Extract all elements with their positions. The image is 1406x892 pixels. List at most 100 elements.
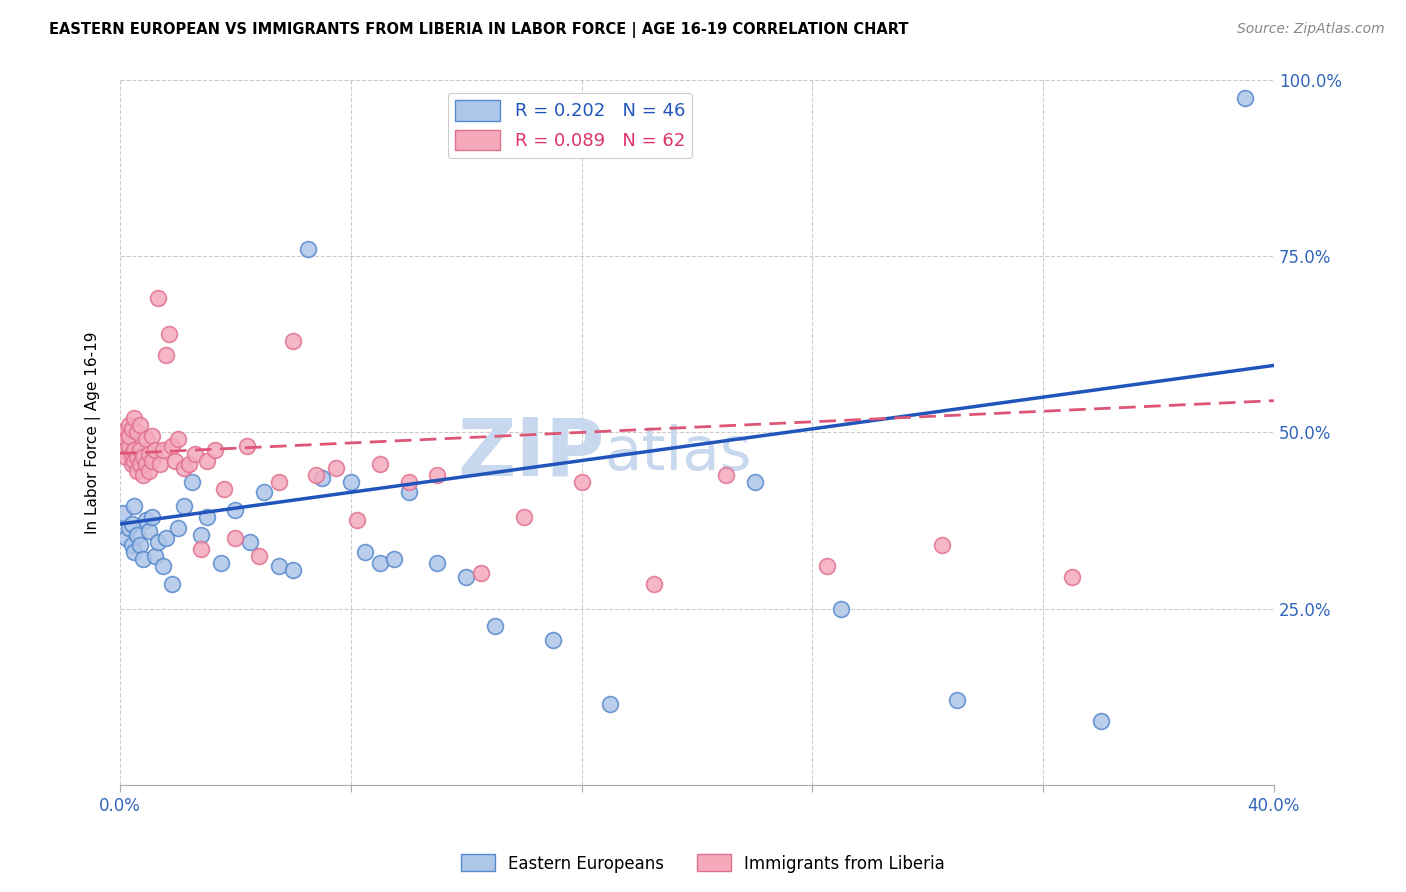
- Point: [118, 440, 141, 454]
- Point: [297, 242, 319, 256]
- Point: [135, 433, 157, 447]
- Point: [311, 471, 333, 485]
- Point: [152, 559, 174, 574]
- Point: [141, 453, 163, 467]
- Point: [163, 453, 186, 467]
- Point: [124, 442, 146, 457]
- Point: [184, 446, 207, 460]
- Point: [111, 442, 134, 457]
- Point: [179, 457, 201, 471]
- Point: [127, 450, 149, 464]
- Point: [132, 467, 155, 482]
- Point: [118, 520, 141, 534]
- Point: [141, 510, 163, 524]
- Point: [160, 440, 183, 454]
- Point: [204, 442, 226, 457]
- Point: [714, 467, 737, 482]
- Point: [114, 531, 136, 545]
- Point: [456, 570, 478, 584]
- Point: [129, 538, 152, 552]
- Legend: R = 0.202   N = 46, R = 0.089   N = 62: R = 0.202 N = 46, R = 0.089 N = 62: [449, 93, 692, 158]
- Point: [143, 549, 166, 563]
- Point: [1234, 90, 1257, 104]
- Point: [141, 429, 163, 443]
- Legend: Eastern Europeans, Immigrants from Liberia: Eastern Europeans, Immigrants from Liber…: [454, 847, 952, 880]
- Point: [426, 556, 449, 570]
- Point: [124, 500, 146, 514]
- Point: [127, 527, 149, 541]
- Point: [127, 464, 149, 478]
- Point: [195, 510, 218, 524]
- Point: [281, 334, 304, 348]
- Point: [138, 446, 160, 460]
- Point: [470, 566, 492, 581]
- Point: [155, 348, 177, 362]
- Point: [368, 457, 391, 471]
- Point: [135, 513, 157, 527]
- Text: Source: ZipAtlas.com: Source: ZipAtlas.com: [1237, 22, 1385, 37]
- Point: [599, 697, 621, 711]
- Point: [146, 292, 169, 306]
- Y-axis label: In Labor Force | Age 16-19: In Labor Force | Age 16-19: [86, 331, 101, 533]
- Point: [124, 453, 146, 467]
- Point: [149, 457, 172, 471]
- Point: [173, 460, 195, 475]
- Point: [212, 482, 235, 496]
- Point: [253, 485, 276, 500]
- Point: [121, 422, 143, 436]
- Point: [643, 577, 665, 591]
- Point: [173, 500, 195, 514]
- Point: [118, 418, 141, 433]
- Point: [571, 475, 593, 489]
- Point: [124, 545, 146, 559]
- Point: [195, 453, 218, 467]
- Point: [426, 467, 449, 482]
- Point: [143, 442, 166, 457]
- Point: [224, 503, 246, 517]
- Point: [398, 475, 420, 489]
- Point: [931, 538, 953, 552]
- Point: [138, 524, 160, 538]
- Point: [382, 552, 405, 566]
- Point: [541, 633, 564, 648]
- Point: [146, 534, 169, 549]
- Point: [166, 433, 188, 447]
- Point: [190, 541, 212, 556]
- Text: ZIP: ZIP: [457, 415, 605, 492]
- Point: [354, 545, 377, 559]
- Point: [118, 429, 141, 443]
- Point: [114, 433, 136, 447]
- Point: [1090, 714, 1112, 729]
- Text: atlas: atlas: [605, 424, 752, 483]
- Point: [236, 440, 259, 454]
- Point: [325, 460, 347, 475]
- Point: [166, 520, 188, 534]
- Point: [129, 457, 152, 471]
- Point: [132, 552, 155, 566]
- Point: [124, 411, 146, 425]
- Point: [155, 531, 177, 545]
- Point: [135, 457, 157, 471]
- Point: [340, 475, 363, 489]
- Point: [945, 693, 967, 707]
- Point: [281, 563, 304, 577]
- Point: [305, 467, 328, 482]
- Point: [247, 549, 270, 563]
- Point: [815, 559, 838, 574]
- Point: [152, 442, 174, 457]
- Point: [267, 559, 290, 574]
- Point: [224, 531, 246, 545]
- Point: [129, 442, 152, 457]
- Point: [127, 425, 149, 440]
- Point: [121, 446, 143, 460]
- Point: [157, 326, 180, 341]
- Point: [346, 513, 368, 527]
- Point: [111, 425, 134, 440]
- Point: [160, 577, 183, 591]
- Point: [209, 556, 232, 570]
- Point: [239, 534, 262, 549]
- Point: [121, 516, 143, 531]
- Point: [368, 556, 391, 570]
- Point: [398, 485, 420, 500]
- Point: [181, 475, 204, 489]
